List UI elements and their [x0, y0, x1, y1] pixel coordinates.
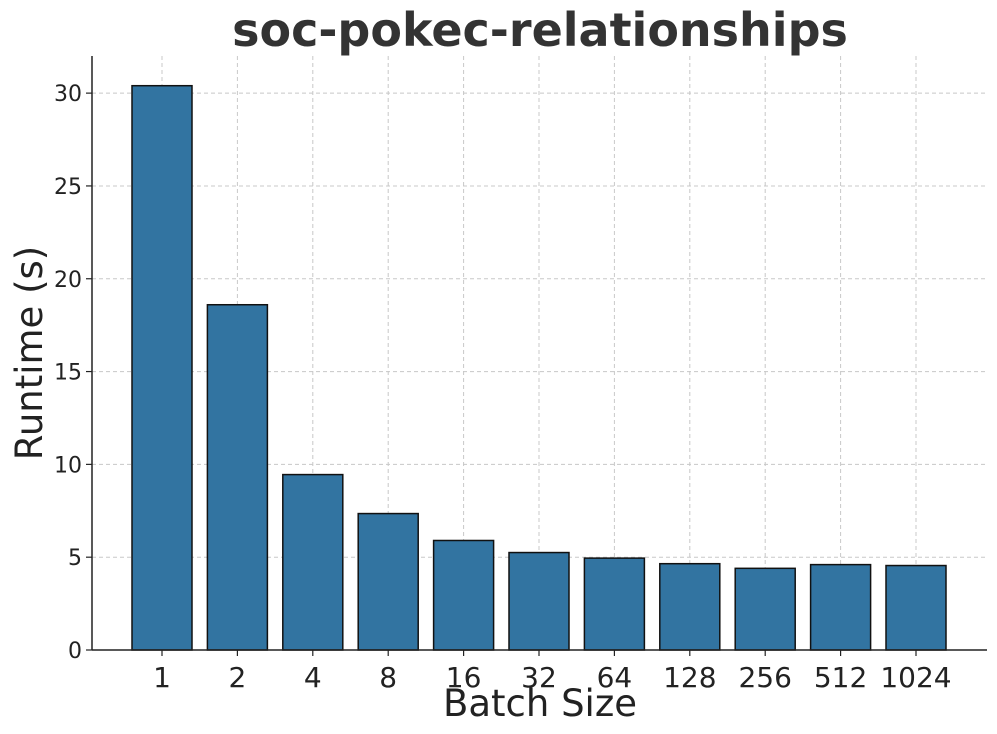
y-tick-label: 25: [54, 175, 82, 200]
bar-128: [659, 562, 721, 651]
x-axis-label: Batch Size: [443, 682, 637, 725]
bar-32: [508, 551, 570, 651]
y-tick-label: 30: [54, 82, 82, 107]
bar-4: [282, 473, 344, 651]
y-tick-label: 10: [54, 453, 82, 478]
x-tick-label: 32: [521, 661, 557, 694]
x-ticks: 1 2 4 8 16 32 64 128 256 512 1024: [153, 650, 952, 694]
y-tick-label: 5: [68, 546, 82, 571]
chart-title: soc-pokec-relationships: [232, 3, 848, 57]
bar-8: [357, 512, 419, 651]
y-ticks: 0 5 10 15 20 25 30: [54, 82, 92, 664]
y-tick-label: 15: [54, 361, 82, 386]
x-tick-label: 4: [304, 661, 322, 694]
bar-2: [206, 303, 269, 651]
y-axis-label: Runtime (s): [8, 246, 51, 460]
x-tick-label: 16: [446, 661, 482, 694]
bar-1024: [885, 564, 947, 651]
x-tick-label: 128: [663, 661, 716, 694]
bar-512: [809, 563, 872, 651]
x-tick-label: 512: [814, 661, 867, 694]
bar-16: [432, 539, 495, 651]
x-tick-label: 2: [228, 661, 246, 694]
y-tick-label: 0: [68, 639, 82, 664]
bars: [131, 84, 947, 651]
bar-256: [734, 567, 796, 651]
x-tick-label: 1: [153, 661, 171, 694]
x-tick-label: 256: [738, 661, 791, 694]
x-tick-label: 8: [379, 661, 397, 694]
x-tick-label: 1024: [880, 661, 951, 694]
bar-64: [583, 557, 646, 651]
x-tick-label: 64: [597, 661, 633, 694]
y-tick-label: 20: [54, 268, 82, 293]
bar-1: [131, 84, 193, 651]
